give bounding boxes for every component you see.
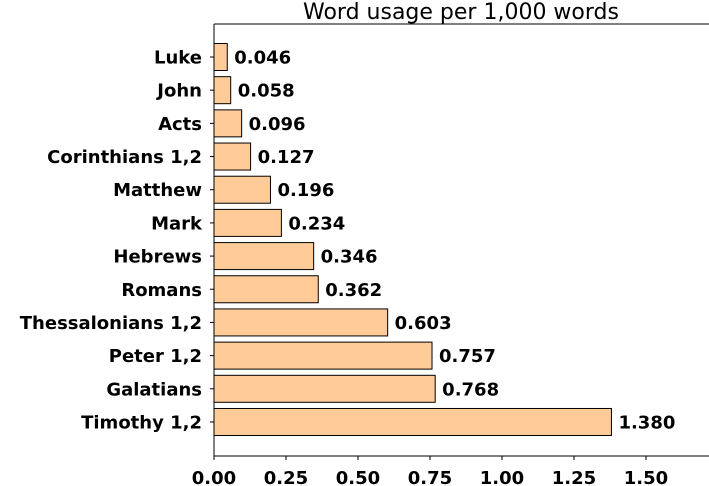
y-tick-label: Peter 1,2 <box>109 346 202 367</box>
y-tick-label: Thessalonians 1,2 <box>20 313 202 334</box>
x-tick-label: 0.25 <box>264 468 308 486</box>
data-label: 0.058 <box>238 81 295 102</box>
y-tick-label: Hebrews <box>113 247 202 268</box>
y-tick-label: Luke <box>154 48 202 69</box>
data-label: 0.757 <box>439 346 496 367</box>
chart-title: Word usage per 1,000 words <box>303 0 619 25</box>
x-tick-label: 1.25 <box>552 468 596 486</box>
bar <box>213 275 319 304</box>
data-label: 0.127 <box>258 147 315 168</box>
data-label: 0.768 <box>442 379 499 400</box>
data-label: 0.196 <box>277 180 334 201</box>
y-tick-label: Corinthians 1,2 <box>47 147 202 168</box>
bar <box>213 76 232 105</box>
y-tick-label: Romans <box>121 280 202 301</box>
bar <box>213 242 315 271</box>
data-label: 0.603 <box>395 313 452 334</box>
x-tick-label: 0.50 <box>336 468 380 486</box>
y-tick-label: Matthew <box>113 180 202 201</box>
bar <box>213 109 243 138</box>
y-tick-label: Acts <box>158 114 202 135</box>
bar <box>213 43 228 71</box>
bar <box>213 341 433 370</box>
data-label: 0.096 <box>249 114 306 135</box>
x-tick-label: 1.00 <box>480 468 524 486</box>
data-label: 0.234 <box>288 213 345 234</box>
bar <box>213 208 282 237</box>
bar <box>213 308 389 337</box>
data-label: 1.380 <box>618 412 675 433</box>
y-tick-label: John <box>155 81 202 102</box>
data-label: 0.362 <box>325 280 382 301</box>
bar <box>213 142 252 171</box>
y-tick-label: Timothy 1,2 <box>81 412 202 433</box>
x-tick-label: 0.75 <box>408 468 452 486</box>
x-tick-label: 0.00 <box>192 468 236 486</box>
y-tick-label: Mark <box>151 213 203 234</box>
data-label: 0.046 <box>234 48 291 69</box>
y-tick-label: Galatians <box>106 379 202 400</box>
bar <box>213 374 436 403</box>
bar <box>213 175 271 204</box>
x-tick-label: 1.50 <box>624 468 668 486</box>
bar <box>213 407 612 436</box>
data-label: 0.346 <box>321 247 378 268</box>
